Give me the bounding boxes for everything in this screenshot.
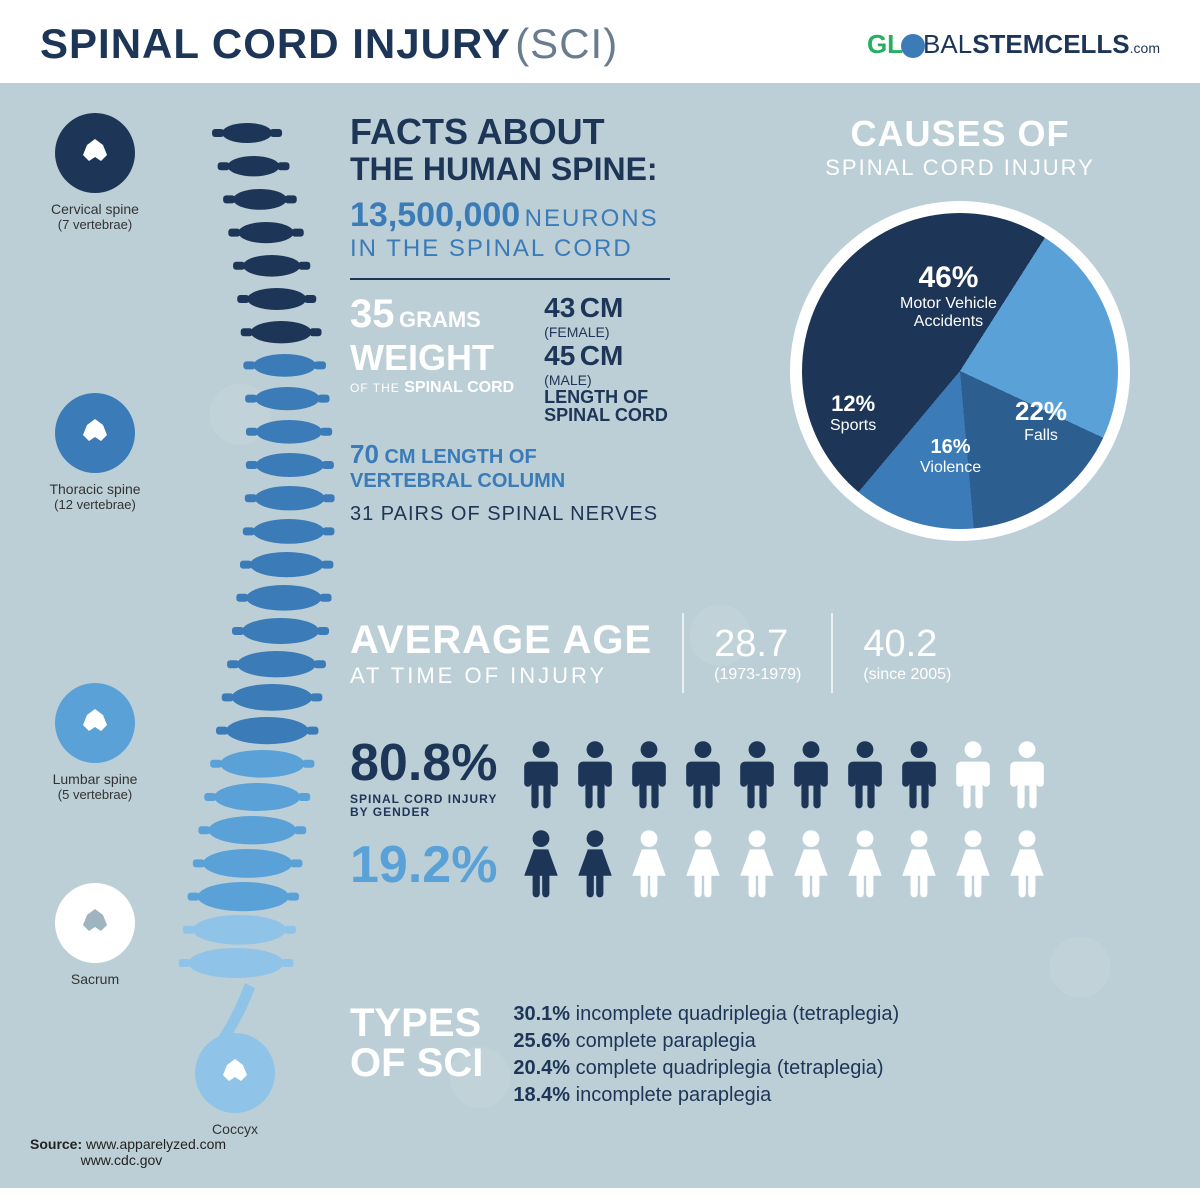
- person-female-icon: [895, 829, 943, 901]
- vertebra-icon: [55, 683, 135, 763]
- types-title-l2: OF SCI: [350, 1043, 483, 1083]
- pie-slice-label-2: 16%Violence: [920, 436, 981, 477]
- facts-title-l2: THE HUMAN SPINE:: [350, 151, 750, 188]
- person-female-icon: [1003, 829, 1051, 901]
- person-female-icon: [733, 829, 781, 901]
- causes-subtitle: SPINAL CORD INJURY: [760, 155, 1160, 181]
- spine-region-0: Cervical spine (7 vertebrae): [30, 113, 160, 232]
- gender-block: 80.8% SPINAL CORD INJURYBY GENDER: [350, 733, 1051, 911]
- male-pct: 80.8%: [350, 733, 497, 793]
- person-male-icon: [949, 740, 997, 812]
- title-paren: (SCI): [515, 20, 618, 67]
- logo: GLBALSTEMCELLS.com: [867, 29, 1160, 60]
- female-people-icons: [517, 829, 1051, 901]
- pie-slice-label-3: 12%Sports: [830, 391, 876, 435]
- person-male-icon: [787, 740, 835, 812]
- spine-region-1: Thoracic spine (12 vertebrae): [30, 393, 160, 512]
- person-male-icon: [571, 740, 619, 812]
- spine-column: Cervical spine (7 vertebrae) Thoracic sp…: [30, 113, 330, 1153]
- pie-slice-label-0: 46%Motor VehicleAccidents: [900, 261, 997, 331]
- age-col-1: 28.7 (1973-1979): [714, 623, 801, 684]
- title-bold: SPINAL CORD INJURY: [40, 20, 511, 67]
- person-male-icon: [679, 740, 727, 812]
- header: SPINAL CORD INJURY (SCI) GLBALSTEMCELLS.…: [0, 0, 1200, 83]
- person-male-icon: [517, 740, 565, 812]
- globe-icon: [901, 34, 925, 58]
- person-female-icon: [571, 829, 619, 901]
- vertebral-stat: 70 CM LENGTH OF VERTEBRAL COLUMN: [350, 439, 750, 493]
- age-col-2: 40.2 (since 2005): [863, 623, 951, 684]
- person-female-icon: [517, 829, 565, 901]
- female-pct: 19.2%: [350, 835, 497, 895]
- facts-block: FACTS ABOUT THE HUMAN SPINE: 13,500,000 …: [350, 113, 750, 526]
- types-row-2: 20.4% complete quadriplegia (tetraplegia…: [513, 1057, 899, 1080]
- divider: [350, 278, 670, 280]
- length-stat: 43 CM (FEMALE) 45 CM (MALE) LENGTH OF SP…: [544, 292, 668, 424]
- vertebra-icon: [195, 1033, 275, 1113]
- main-panel: Cervical spine (7 vertebrae) Thoracic sp…: [0, 83, 1200, 1188]
- types-block: TYPES OF SCI 30.1% incomplete quadripleg…: [350, 1003, 899, 1111]
- spine-region-3: Sacrum: [30, 883, 160, 987]
- types-row-3: 18.4% incomplete paraplegia: [513, 1084, 899, 1107]
- person-male-icon: [895, 740, 943, 812]
- spine-region-2: Lumbar spine (5 vertebrae): [30, 683, 160, 802]
- types-list: 30.1% incomplete quadriplegia (tetrapleg…: [513, 1003, 899, 1111]
- causes-title: CAUSES OF: [760, 113, 1160, 155]
- facts-title-l1: FACTS ABOUT: [350, 113, 750, 151]
- causes-pie-chart: 46%Motor VehicleAccidents 22%Falls 16%Viol…: [790, 201, 1130, 541]
- person-female-icon: [625, 829, 673, 901]
- person-male-icon: [625, 740, 673, 812]
- age-title: AVERAGE AGE: [350, 618, 652, 663]
- person-female-icon: [841, 829, 889, 901]
- spine-illustration: [160, 113, 350, 1053]
- person-male-icon: [841, 740, 889, 812]
- average-age-block: AVERAGE AGE AT TIME OF INJURY 28.7 (1973…: [350, 613, 951, 693]
- vertebra-icon: [55, 113, 135, 193]
- page-title: SPINAL CORD INJURY (SCI): [40, 20, 618, 68]
- person-male-icon: [1003, 740, 1051, 812]
- pie-slice-label-1: 22%Falls: [1015, 396, 1067, 445]
- spine-region-4: Coccyx: [170, 1033, 300, 1137]
- person-male-icon: [733, 740, 781, 812]
- gender-label: SPINAL CORD INJURYBY GENDER: [350, 793, 497, 819]
- person-female-icon: [679, 829, 727, 901]
- person-female-icon: [787, 829, 835, 901]
- male-people-icons: [517, 740, 1051, 812]
- neurons-stat: 13,500,000 NEURONS IN THE SPINAL CORD: [350, 196, 750, 263]
- person-female-icon: [949, 829, 997, 901]
- causes-block: CAUSES OF SPINAL CORD INJURY 46%Motor Ve…: [760, 113, 1160, 541]
- types-row-0: 30.1% incomplete quadriplegia (tetrapleg…: [513, 1003, 899, 1026]
- source-credit: Source: www.apparelyzed.com www.cdc.gov: [30, 1136, 226, 1168]
- pairs-stat: 31 PAIRS OF SPINAL NERVES: [350, 503, 750, 526]
- vertebra-icon: [55, 883, 135, 963]
- age-subtitle: AT TIME OF INJURY: [350, 663, 652, 689]
- types-row-1: 25.6% complete paraplegia: [513, 1030, 899, 1053]
- types-title-l1: TYPES: [350, 1003, 483, 1043]
- vertebra-icon: [55, 393, 135, 473]
- weight-stat: 35 GRAMS WEIGHT OF THE SPINAL CORD: [350, 292, 514, 424]
